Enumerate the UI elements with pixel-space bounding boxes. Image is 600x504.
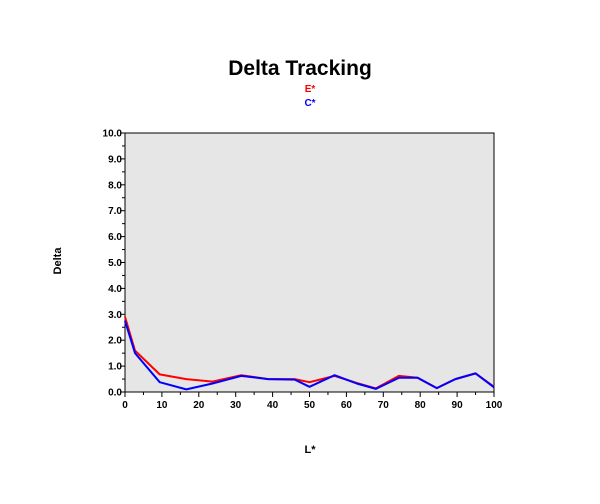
x-tick-label: 80 (415, 400, 427, 411)
x-tick-label: 100 (486, 400, 503, 411)
y-tick-label: 6.0 (108, 232, 122, 243)
y-tick-label: 5.0 (108, 258, 122, 269)
x-tick-label: 0 (122, 400, 128, 411)
y-tick-label: 2.0 (108, 336, 122, 347)
y-tick-label: 7.0 (108, 206, 122, 217)
x-tick-label: 20 (193, 400, 205, 411)
y-tick-label: 8.0 (108, 180, 122, 191)
plot-area (124, 132, 495, 393)
chart-title: Delta Tracking (228, 57, 372, 80)
x-tick-label: 50 (304, 400, 316, 411)
y-tick-label: 9.0 (108, 154, 122, 165)
x-tick-label: 70 (378, 400, 390, 411)
x-tick-label: 40 (267, 400, 279, 411)
y-tick-label: 1.0 (108, 362, 122, 373)
y-tick-label: 0.0 (108, 388, 122, 399)
y-tick-label: 4.0 (108, 284, 122, 295)
y-tick-label: 10.0 (103, 129, 123, 140)
legend-entry-c: C* (304, 98, 316, 109)
x-tick-label: 90 (452, 400, 464, 411)
series-line-c (124, 320, 495, 391)
x-tick-label: 60 (341, 400, 353, 411)
x-tick-label: 30 (230, 400, 242, 411)
legend-entry-e: E* (304, 84, 316, 95)
x-axis-label: L* (304, 444, 316, 456)
x-tick-label: 10 (156, 400, 168, 411)
y-tick-label: 3.0 (108, 310, 122, 321)
